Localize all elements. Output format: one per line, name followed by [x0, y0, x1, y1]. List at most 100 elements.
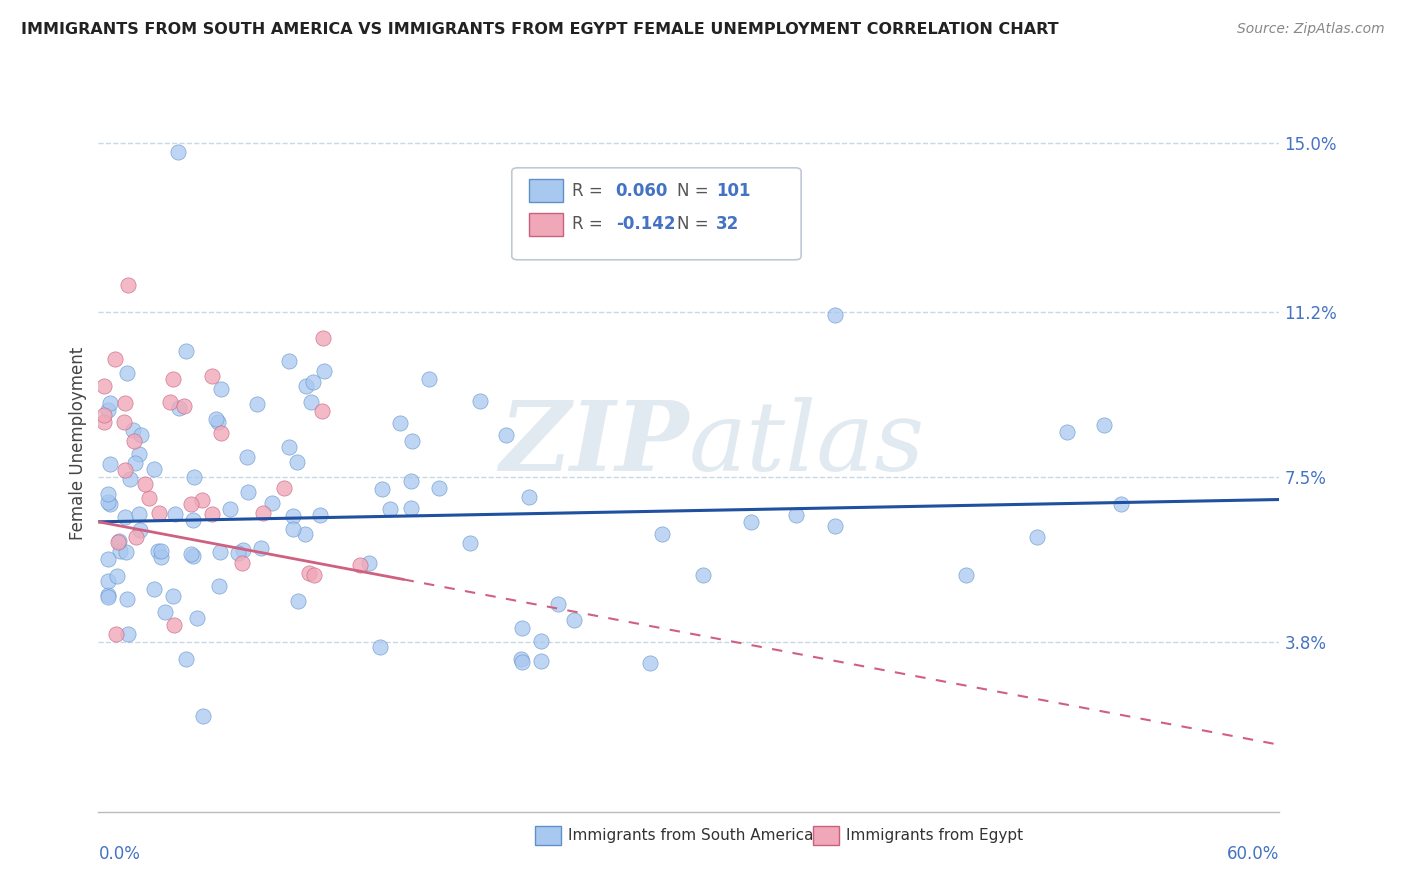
Point	[530, 634, 553, 648]
Point	[1092, 417, 1115, 432]
Point	[191, 492, 214, 507]
Point	[530, 654, 553, 668]
Point	[399, 474, 422, 488]
Point	[146, 544, 169, 558]
Point	[114, 510, 136, 524]
Point	[283, 509, 305, 524]
Point	[174, 343, 197, 358]
Point	[547, 597, 569, 611]
Point	[97, 486, 120, 500]
Text: 0.0%: 0.0%	[98, 845, 141, 863]
Point	[143, 582, 166, 597]
Point	[93, 379, 115, 393]
Point	[349, 558, 371, 572]
Point	[287, 593, 309, 607]
Point	[208, 578, 231, 592]
Point	[312, 364, 335, 378]
Point	[129, 427, 152, 442]
Point	[371, 482, 394, 496]
Point	[207, 415, 229, 429]
Point	[824, 308, 846, 322]
Point	[512, 655, 534, 669]
Point	[638, 656, 661, 670]
Point	[273, 481, 295, 495]
FancyBboxPatch shape	[512, 168, 801, 260]
Text: Immigrants from South America: Immigrants from South America	[568, 828, 814, 843]
Point	[401, 434, 423, 448]
Text: ZIP: ZIP	[499, 397, 689, 491]
Point	[180, 547, 202, 561]
Point	[399, 500, 422, 515]
Point	[108, 534, 131, 549]
Point	[159, 395, 181, 409]
Point	[357, 556, 380, 570]
Text: N =: N =	[678, 182, 714, 200]
Text: 0.060: 0.060	[616, 182, 668, 200]
Point	[294, 527, 316, 541]
Point	[205, 411, 228, 425]
Point	[150, 550, 173, 565]
Point	[380, 502, 402, 516]
Point	[181, 549, 204, 563]
Point	[246, 397, 269, 411]
Text: 60.0%: 60.0%	[1227, 845, 1279, 863]
Point	[114, 545, 136, 559]
Point	[97, 403, 120, 417]
Point	[143, 462, 166, 476]
Point	[186, 610, 208, 624]
Point	[105, 627, 128, 641]
Point	[219, 501, 242, 516]
Point	[121, 423, 143, 437]
Y-axis label: Female Unemployment: Female Unemployment	[69, 347, 87, 541]
Point	[309, 508, 332, 522]
Point	[114, 463, 136, 477]
FancyBboxPatch shape	[530, 178, 562, 202]
Point	[162, 589, 184, 603]
Point	[228, 546, 250, 560]
Point	[166, 145, 188, 159]
Point	[955, 568, 977, 582]
Point	[176, 652, 198, 666]
Point	[117, 278, 139, 293]
Point	[824, 519, 846, 533]
Point	[183, 470, 205, 484]
Point	[517, 490, 540, 504]
Text: IMMIGRANTS FROM SOUTH AMERICA VS IMMIGRANTS FROM EGYPT FEMALE UNEMPLOYMENT CORRE: IMMIGRANTS FROM SOUTH AMERICA VS IMMIGRA…	[21, 22, 1059, 37]
Point	[1026, 530, 1049, 544]
Point	[93, 415, 115, 429]
Point	[232, 543, 254, 558]
Text: Source: ZipAtlas.com: Source: ZipAtlas.com	[1237, 22, 1385, 37]
Point	[125, 530, 148, 544]
Point	[201, 369, 224, 384]
Point	[304, 567, 326, 582]
Point	[260, 496, 283, 510]
Point	[117, 627, 139, 641]
Point	[167, 401, 190, 415]
Point	[97, 495, 120, 509]
Point	[651, 526, 673, 541]
Point	[115, 366, 138, 380]
Point	[112, 415, 135, 429]
Text: 101: 101	[716, 182, 751, 200]
Point	[311, 404, 333, 418]
Point	[418, 372, 440, 386]
Point	[97, 588, 120, 602]
Point	[740, 516, 762, 530]
Point	[173, 400, 195, 414]
Point	[93, 409, 115, 423]
Point	[155, 605, 177, 619]
Point	[208, 545, 231, 559]
Point	[249, 541, 271, 556]
Point	[107, 534, 129, 549]
Point	[162, 371, 184, 385]
Point	[236, 450, 259, 464]
Text: atlas: atlas	[689, 397, 925, 491]
Point	[785, 508, 807, 522]
Point	[149, 543, 172, 558]
Text: Immigrants from Egypt: Immigrants from Egypt	[846, 828, 1024, 843]
Point	[105, 569, 128, 583]
Point	[201, 508, 224, 522]
Point	[285, 454, 308, 468]
Point	[98, 457, 121, 471]
Point	[252, 506, 274, 520]
